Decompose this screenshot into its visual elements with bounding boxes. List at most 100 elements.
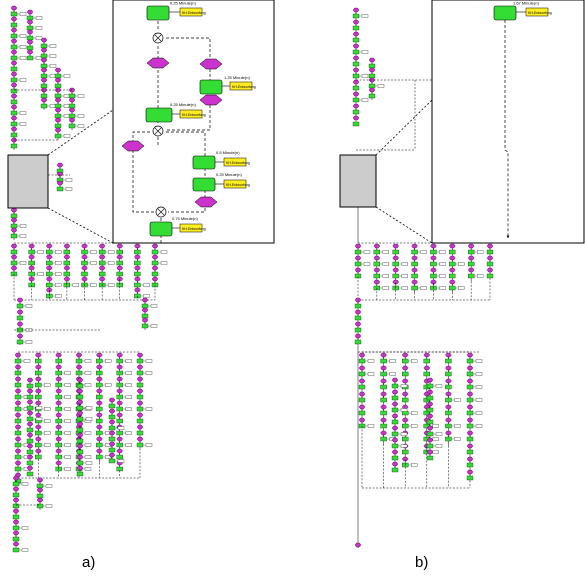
function-box-icon (116, 418, 123, 424)
function-box-icon (354, 249, 362, 255)
function-box-icon (96, 430, 103, 436)
event-hexagon-icon (136, 400, 144, 406)
function-box-icon (10, 88, 18, 94)
output-document-icon (55, 294, 62, 298)
event-hexagon-icon (14, 448, 22, 454)
function-box-icon (136, 430, 144, 436)
event-hexagon-icon (14, 388, 22, 394)
output-document-icon (65, 178, 73, 182)
function-box-icon (55, 358, 62, 364)
function-box-icon (55, 394, 62, 400)
function-box-icon (391, 455, 399, 461)
function-box-icon (402, 371, 409, 377)
function-box-icon (426, 431, 434, 437)
output-document-icon (363, 262, 371, 266)
function-box-icon (35, 382, 42, 388)
event-hexagon-icon (40, 57, 48, 63)
event-hexagon-icon (76, 410, 84, 416)
function-box-icon (449, 285, 456, 291)
function-box-icon (116, 406, 123, 412)
output-document-icon (85, 406, 93, 410)
output-document-icon (85, 417, 93, 421)
event-hexagon-icon (10, 227, 18, 233)
output-document-icon (382, 250, 390, 254)
function-box-icon (76, 394, 84, 400)
function-box-icon (54, 133, 62, 139)
event-hexagon-icon (373, 243, 381, 249)
output-document-icon (64, 407, 71, 411)
function-box-icon (16, 303, 24, 309)
event-hexagon-icon (12, 508, 20, 514)
function-box-icon (14, 382, 22, 388)
event-hexagon-icon (391, 377, 399, 383)
zoom-line-a-top (47, 109, 114, 156)
event-hexagon-icon (12, 541, 20, 547)
function-box-icon (10, 233, 18, 239)
function-box-icon (40, 83, 48, 89)
output-document-icon (55, 261, 62, 265)
output-document-icon (411, 424, 418, 428)
output-document-icon (389, 372, 396, 376)
event-hexagon-icon (445, 391, 452, 397)
event-hexagon-icon (10, 126, 18, 132)
function-box-icon (10, 44, 18, 50)
function-box-icon (10, 110, 18, 116)
function-box-icon (10, 121, 18, 127)
function-box-icon (96, 442, 103, 448)
function-box-icon (411, 285, 418, 291)
event-hexagon-icon (352, 43, 360, 49)
event-hexagon-icon (28, 265, 35, 271)
function-box-icon (10, 223, 18, 229)
output-document-icon (77, 114, 85, 118)
event-hexagon-icon (98, 265, 106, 271)
function-box-icon (46, 260, 53, 266)
function-box-icon (466, 397, 474, 403)
function-box-icon (380, 371, 387, 377)
event-hexagon-icon (466, 378, 474, 384)
function-box-icon (352, 49, 360, 55)
function-box-icon (380, 384, 387, 390)
function-box-icon (380, 436, 387, 442)
output-document-icon (439, 286, 446, 290)
event-hexagon-icon (76, 432, 84, 438)
event-hexagon-icon (46, 254, 53, 260)
event-hexagon-icon (10, 104, 18, 110)
event-hexagon-icon (55, 400, 62, 406)
function-box-icon (108, 436, 116, 442)
event-hexagon-icon (449, 255, 456, 261)
output-document-icon (84, 443, 92, 447)
output-document-icon (84, 431, 92, 435)
output-document-icon (35, 16, 43, 20)
event-hexagon-icon (151, 276, 159, 282)
event-hexagon-icon (26, 377, 34, 383)
function-box-icon (391, 467, 399, 473)
function-box-icon (36, 483, 44, 489)
function-box-icon (380, 410, 387, 416)
output-document-icon (125, 407, 132, 411)
function-box-icon (426, 443, 434, 449)
function-box-icon (116, 442, 123, 448)
event-hexagon-icon (54, 107, 62, 113)
event-hexagon-icon (96, 388, 103, 394)
event-hexagon-icon (96, 412, 103, 418)
output-document-icon (223, 157, 247, 167)
function-box-icon (116, 382, 123, 388)
output-document-icon (49, 64, 57, 68)
output-document-icon (19, 34, 27, 38)
event-hexagon-icon (402, 378, 409, 384)
output-document-icon (145, 443, 153, 447)
function-box-icon (352, 109, 360, 115)
event-hexagon-icon (75, 352, 83, 358)
function-box-icon (98, 249, 106, 255)
event-hexagon-icon (76, 388, 84, 394)
event-hexagon-icon (55, 376, 62, 382)
function-box-icon (55, 418, 62, 424)
output-document-icon (64, 371, 71, 375)
output-document-icon (19, 261, 27, 265)
event-hexagon-icon (466, 391, 474, 397)
event-hexagon-icon (40, 77, 48, 83)
output-document-icon (401, 286, 408, 290)
output-document-icon (49, 44, 57, 48)
event-hexagon-icon (35, 424, 42, 430)
event-hexagon-icon (354, 321, 362, 327)
